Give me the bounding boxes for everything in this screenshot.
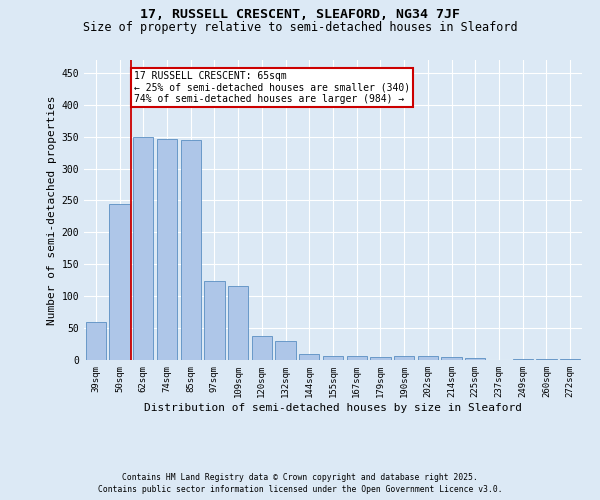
Bar bbox=[86, 322, 106, 360]
Bar bbox=[323, 356, 343, 360]
Text: Contains HM Land Registry data © Crown copyright and database right 2025.: Contains HM Land Registry data © Crown c… bbox=[122, 472, 478, 482]
Bar bbox=[133, 136, 154, 360]
Bar bbox=[347, 356, 367, 360]
Bar bbox=[205, 281, 224, 360]
Bar bbox=[418, 356, 438, 360]
Bar bbox=[252, 336, 272, 360]
Text: 17 RUSSELL CRESCENT: 65sqm
← 25% of semi-detached houses are smaller (340)
74% o: 17 RUSSELL CRESCENT: 65sqm ← 25% of semi… bbox=[134, 71, 410, 104]
Bar bbox=[275, 341, 296, 360]
Bar bbox=[157, 138, 177, 360]
Bar bbox=[370, 357, 391, 360]
Bar bbox=[228, 286, 248, 360]
Bar bbox=[465, 358, 485, 360]
Bar bbox=[560, 358, 580, 360]
Bar bbox=[394, 356, 414, 360]
Bar bbox=[299, 354, 319, 360]
X-axis label: Distribution of semi-detached houses by size in Sleaford: Distribution of semi-detached houses by … bbox=[144, 402, 522, 412]
Bar bbox=[442, 358, 461, 360]
Bar bbox=[109, 204, 130, 360]
Text: Size of property relative to semi-detached houses in Sleaford: Size of property relative to semi-detach… bbox=[83, 21, 517, 34]
Y-axis label: Number of semi-detached properties: Number of semi-detached properties bbox=[47, 95, 58, 325]
Text: Contains public sector information licensed under the Open Government Licence v3: Contains public sector information licen… bbox=[98, 485, 502, 494]
Bar bbox=[181, 140, 201, 360]
Text: 17, RUSSELL CRESCENT, SLEAFORD, NG34 7JF: 17, RUSSELL CRESCENT, SLEAFORD, NG34 7JF bbox=[140, 8, 460, 20]
